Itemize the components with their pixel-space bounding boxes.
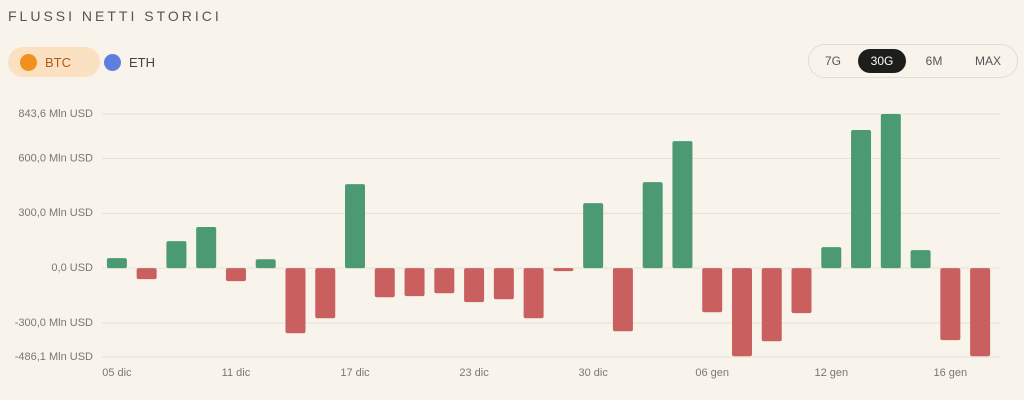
btc-icon: [20, 53, 37, 71]
y-tick-label: -300,0 Mln USD: [15, 317, 93, 329]
range-button[interactable]: MAX: [974, 54, 1001, 68]
bar: [553, 268, 574, 272]
bar: [642, 182, 663, 269]
range-button[interactable]: 7G: [824, 54, 841, 68]
x-tick-label: 06 gen: [695, 367, 729, 379]
bar: [374, 268, 395, 298]
bar: [493, 268, 514, 300]
asset-tab[interactable]: BTC: [8, 47, 100, 77]
bar: [910, 250, 931, 269]
x-tick-label: 23 dic: [459, 367, 489, 379]
bar: [880, 114, 901, 269]
x-tick-label: 05 dic: [102, 367, 132, 379]
tab-label: ETH: [129, 54, 155, 70]
bar: [702, 268, 723, 313]
x-tick-label: 16 gen: [934, 367, 968, 379]
bar: [404, 268, 425, 297]
bar: [136, 268, 157, 280]
y-tick-label: 600,0 Mln USD: [18, 152, 93, 164]
x-tick-label: 30 dic: [578, 367, 608, 379]
bar: [791, 268, 812, 314]
bar: [731, 268, 752, 357]
bar: [761, 268, 782, 342]
range-selector: 7G 30G 6M MAX: [808, 44, 1018, 78]
bar: [851, 130, 872, 269]
bar: [285, 268, 306, 334]
y-tick-label: 0,0 USD: [51, 262, 93, 274]
bar: [106, 258, 127, 269]
bar: [672, 141, 693, 269]
bar: [523, 268, 544, 319]
bar: [225, 268, 246, 282]
bar: [583, 203, 604, 269]
bar: [612, 268, 633, 332]
y-tick-label: -486,1 Mln USD: [15, 351, 93, 363]
x-tick-label: 17 dic: [340, 367, 370, 379]
bar: [166, 241, 187, 269]
bar: [196, 227, 217, 269]
range-button[interactable]: 30G: [858, 49, 906, 73]
asset-tab[interactable]: ETH: [104, 47, 155, 77]
bar: [255, 259, 276, 269]
tab-label: BTC: [45, 54, 71, 70]
y-tick-label: 300,0 Mln USD: [18, 207, 93, 219]
x-tick-label: 12 gen: [814, 367, 848, 379]
bar: [464, 268, 485, 303]
range-button[interactable]: 6M: [925, 54, 943, 68]
bar: [434, 268, 455, 294]
section-title: FLUSSI NETTI STORICI: [8, 8, 222, 24]
bar: [315, 268, 336, 319]
x-tick-label: 11 dic: [222, 367, 251, 379]
bar: [345, 184, 366, 269]
bar: [940, 268, 961, 341]
eth-icon: [104, 53, 121, 71]
y-tick-label: 843,6 Mln USD: [18, 108, 93, 120]
bar: [970, 268, 991, 357]
bar: [821, 247, 842, 269]
